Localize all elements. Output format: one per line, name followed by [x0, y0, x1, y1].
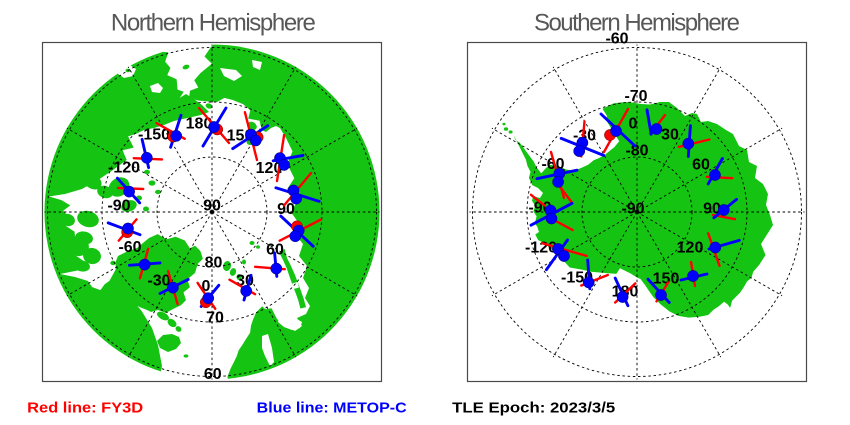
svg-text:TLE Epoch: 2023/3/5: TLE Epoch: 2023/3/5: [452, 399, 615, 416]
svg-text:Southern Hemisphere: Southern Hemisphere: [534, 9, 740, 36]
svg-text:180: 180: [186, 116, 213, 133]
svg-text:30: 30: [661, 127, 679, 144]
svg-text:-80: -80: [625, 143, 648, 160]
svg-text:60: 60: [204, 366, 222, 383]
svg-text:150: 150: [653, 271, 680, 288]
svg-text:-120: -120: [108, 160, 140, 177]
svg-text:0: 0: [202, 278, 211, 295]
svg-text:60: 60: [266, 242, 284, 259]
svg-text:120: 120: [256, 160, 283, 177]
svg-text:Red line: FY3D: Red line: FY3D: [27, 399, 143, 416]
svg-text:90: 90: [277, 201, 295, 218]
svg-text:-60: -60: [118, 239, 141, 256]
svg-text:-60: -60: [605, 31, 628, 48]
svg-text:-90: -90: [621, 201, 644, 218]
svg-text:-120: -120: [525, 240, 557, 257]
svg-text:90: 90: [703, 201, 721, 218]
svg-text:-70: -70: [624, 88, 647, 105]
svg-text:60: 60: [692, 157, 710, 174]
svg-text:70: 70: [206, 310, 224, 327]
svg-text:120: 120: [677, 240, 704, 257]
svg-text:Blue line: METOP-C: Blue line: METOP-C: [257, 399, 407, 416]
svg-text:0: 0: [629, 116, 638, 133]
svg-text:-150: -150: [138, 127, 170, 144]
svg-text:80: 80: [205, 255, 223, 272]
svg-text:Northern Hemisphere: Northern Hemisphere: [111, 9, 316, 36]
svg-text:-30: -30: [147, 273, 170, 290]
svg-text:90: 90: [203, 198, 221, 215]
svg-text:-90: -90: [107, 198, 130, 215]
